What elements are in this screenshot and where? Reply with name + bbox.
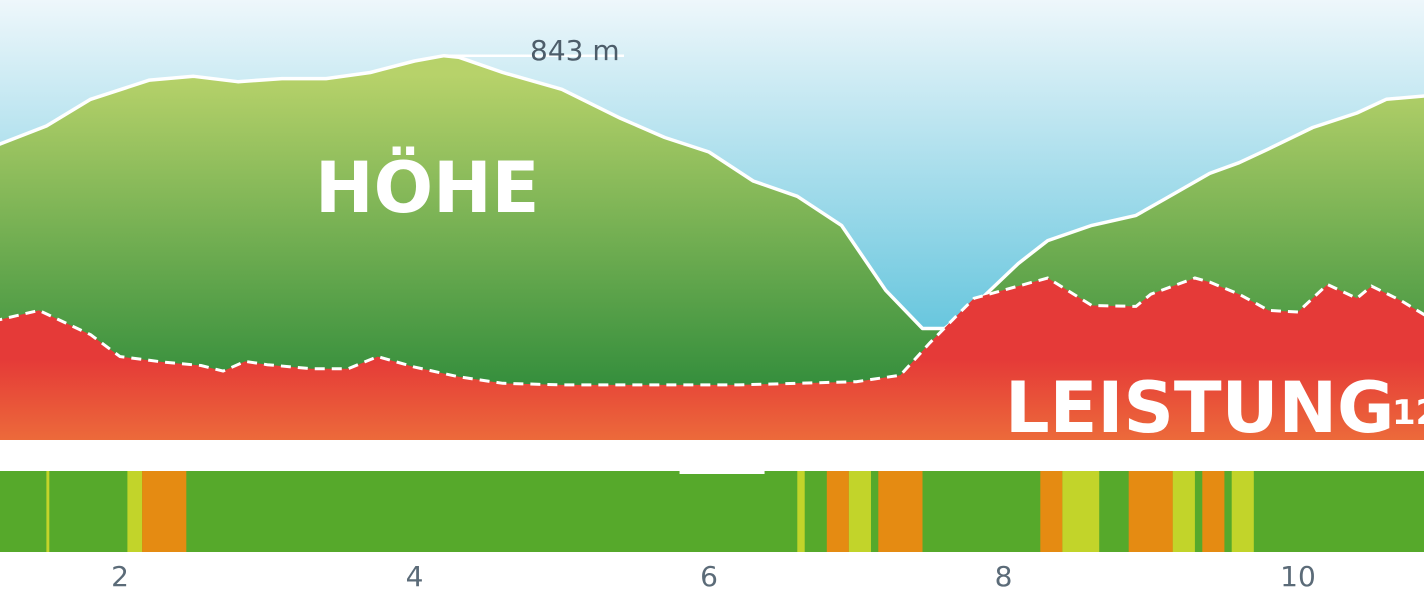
band-notch (679, 471, 765, 474)
intensity-segment (826, 471, 849, 552)
power-area (0, 278, 1424, 440)
elevation-line (0, 53, 1424, 331)
x-tick-label: 4 (406, 560, 424, 593)
x-tick-label: 2 (111, 560, 129, 593)
elevation-series-label: HÖHE (315, 147, 540, 229)
x-tick-label: 10 (1280, 560, 1316, 593)
intensity-segment (127, 471, 143, 552)
intensity-segment (142, 471, 187, 552)
intensity-segment (797, 471, 805, 552)
intensity-segment (1128, 471, 1173, 552)
intensity-segment (878, 471, 923, 552)
intensity-band (0, 471, 1424, 552)
intensity-segment (1040, 471, 1063, 552)
intensity-segment (1172, 471, 1195, 552)
intensity-segment (848, 471, 871, 552)
power-edge-label: 12 (1392, 393, 1424, 433)
power-series-label: LEISTUNG (1005, 367, 1395, 449)
intensity-segment (1202, 471, 1225, 552)
intensity-segment (1231, 471, 1254, 552)
x-tick-label: 8 (995, 560, 1013, 593)
x-tick-label: 6 (700, 560, 718, 593)
power-line (0, 276, 1424, 387)
x-axis: 2 4 6 8 10 (111, 560, 1316, 593)
intensity-segment (46, 471, 50, 552)
intensity-segment (1062, 471, 1100, 552)
peak-elevation-label: 843 m (530, 34, 620, 67)
separator-strip (0, 440, 1424, 471)
